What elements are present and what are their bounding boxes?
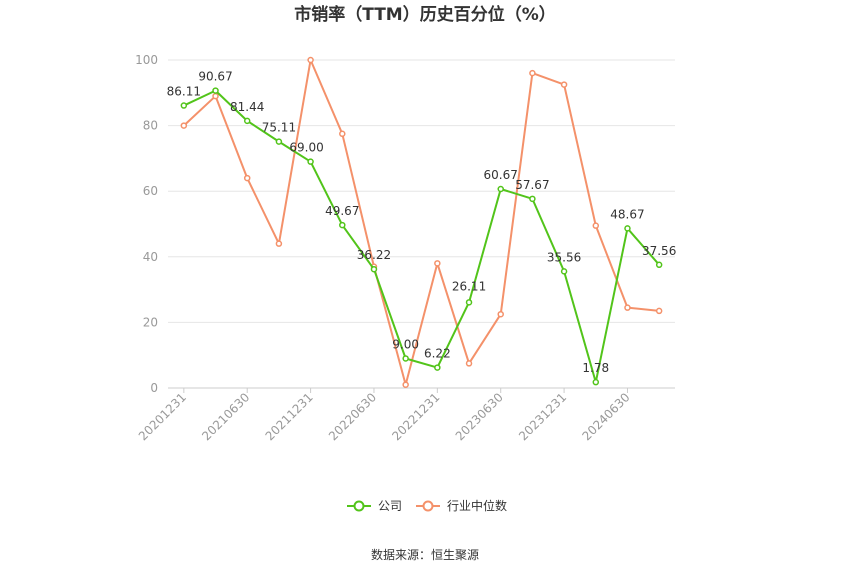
y-tick-label: 80 xyxy=(143,119,158,133)
x-tick-label: 20201231 xyxy=(136,390,189,443)
y-tick-label: 40 xyxy=(143,250,158,264)
legend-marker xyxy=(353,500,365,512)
data-label: 36.22 xyxy=(357,248,391,262)
data-point xyxy=(243,117,251,125)
y-tick-label: 20 xyxy=(143,315,158,329)
data-label: 86.11 xyxy=(167,85,201,99)
data-label: 60.67 xyxy=(484,168,518,182)
chart-title: 市销率（TTM）历史百分位（%） xyxy=(294,4,556,25)
legend-item: 行业中位数 xyxy=(447,498,507,513)
data-point xyxy=(307,158,314,165)
data-point xyxy=(592,378,600,386)
data-point xyxy=(434,364,441,371)
data-point xyxy=(592,222,600,229)
x-tick-label: 20231231 xyxy=(516,390,569,443)
y-tick-label: 100 xyxy=(135,53,158,67)
legend-marker xyxy=(422,500,434,512)
data-label: 48.67 xyxy=(610,207,644,221)
data-point xyxy=(370,265,378,273)
data-point xyxy=(402,355,409,362)
data-point xyxy=(243,174,251,182)
x-tick-label: 20240630 xyxy=(580,390,633,443)
data-point xyxy=(212,87,219,94)
data-label: 1.78 xyxy=(582,361,609,375)
data-point xyxy=(275,240,283,247)
data-label: 75.11 xyxy=(262,121,296,135)
data-label: 49.67 xyxy=(325,204,359,218)
data-label: 57.67 xyxy=(515,178,549,192)
data-point xyxy=(402,381,409,388)
x-axis: 20201231 20210630 20211231 20220630 20221231… xyxy=(136,387,675,443)
data-label: 35.56 xyxy=(547,250,581,264)
data-point xyxy=(465,299,473,306)
data-point xyxy=(339,221,346,229)
x-tick-label: 20210630 xyxy=(199,390,252,443)
data-label: 26.11 xyxy=(452,279,486,293)
data-point xyxy=(655,307,663,315)
data-point xyxy=(307,56,314,64)
x-tick-label: 20230630 xyxy=(453,390,506,443)
y-tick-label: 60 xyxy=(143,184,158,198)
data-label: 9.00 xyxy=(392,337,419,351)
data-label: 69.00 xyxy=(289,141,323,155)
data-point xyxy=(339,130,346,138)
data-point xyxy=(624,225,631,232)
legend: 公司 行业中位数 xyxy=(347,498,507,513)
series xyxy=(180,56,663,388)
x-tick-label: 20220630 xyxy=(326,390,379,443)
data-point xyxy=(212,92,219,100)
data-point xyxy=(497,310,504,318)
source-note: 数据来源：恒生聚源 xyxy=(371,547,479,562)
data-point xyxy=(560,81,568,88)
data-point xyxy=(434,260,441,267)
data-point xyxy=(275,138,283,145)
data-label: 81.44 xyxy=(230,100,264,114)
y-tick-label: 0 xyxy=(150,381,158,395)
data-point xyxy=(560,268,568,275)
data-point xyxy=(529,69,536,77)
data-label: 6.22 xyxy=(424,347,451,361)
data-label: 37.56 xyxy=(642,244,676,258)
y-axis: 0 20 40 60 80 100 xyxy=(135,53,158,395)
data-point xyxy=(180,122,188,129)
series-line-industry-median xyxy=(183,59,660,386)
data-point xyxy=(497,185,504,193)
legend-item: 公司 xyxy=(378,499,402,513)
series-line-company xyxy=(183,89,660,384)
x-tick-label: 20221231 xyxy=(389,390,442,443)
data-point xyxy=(465,360,473,367)
x-tick-label: 20211231 xyxy=(263,390,316,443)
data-point xyxy=(180,102,188,109)
data-label: 90.67 xyxy=(198,70,232,84)
data-point xyxy=(655,261,663,269)
data-point xyxy=(529,195,536,203)
data-point xyxy=(624,304,631,311)
